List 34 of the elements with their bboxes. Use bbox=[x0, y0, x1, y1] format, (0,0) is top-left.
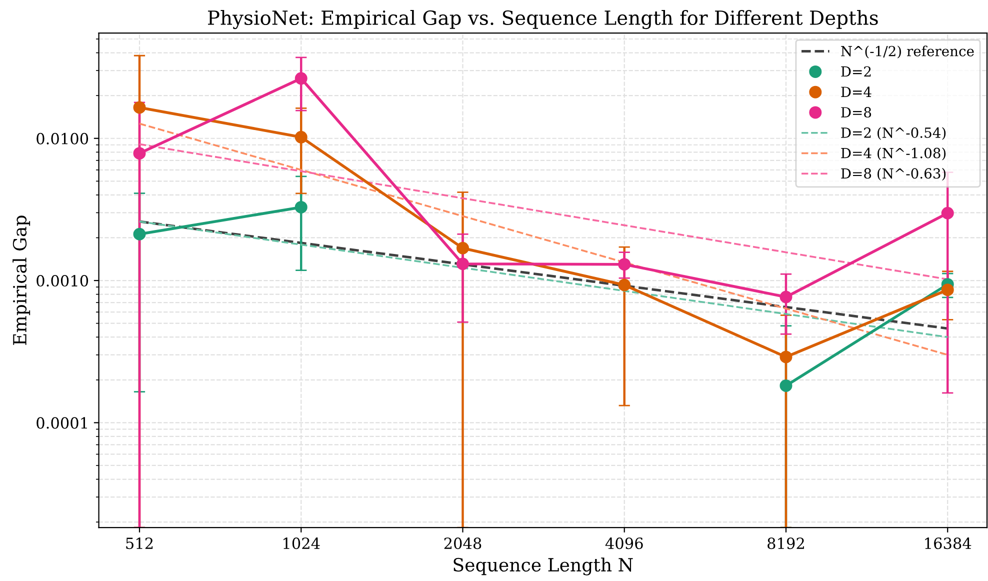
point bbox=[294, 72, 308, 85]
point bbox=[780, 290, 792, 304]
point bbox=[456, 242, 469, 254]
x-tick-label: 8192 bbox=[768, 538, 804, 550]
point bbox=[133, 147, 146, 160]
x-tick-label: 512 bbox=[126, 538, 153, 550]
point bbox=[456, 258, 469, 270]
point bbox=[294, 200, 308, 214]
y-tick-label: 0.0001 bbox=[36, 417, 87, 429]
point bbox=[780, 350, 792, 364]
y-tick-label: 0.0010 bbox=[36, 275, 88, 287]
point bbox=[941, 206, 954, 220]
chart-title: PhysioNet: Empirical Gap vs. Sequence Length for Different Depths bbox=[208, 10, 878, 30]
point bbox=[941, 284, 954, 296]
point bbox=[294, 130, 308, 144]
point bbox=[780, 379, 792, 392]
x-tick-label: 2048 bbox=[444, 538, 482, 550]
legend-label: D=2 (N^-0.54) bbox=[841, 127, 946, 140]
y-axis-title: Empirical Gap bbox=[12, 216, 30, 345]
x-tick-label: 4096 bbox=[605, 538, 643, 550]
legend-label: D=4 (N^-1.08) bbox=[841, 148, 946, 160]
y-tick-label: 0.0100 bbox=[36, 132, 88, 144]
legend-label: D=8 (N^-0.63) bbox=[841, 168, 946, 181]
x-tick-label: 1024 bbox=[284, 538, 320, 550]
x-tick-label: 16384 bbox=[925, 538, 972, 550]
legend-label: N^(-1/2) reference bbox=[841, 46, 974, 58]
point bbox=[133, 101, 146, 114]
point bbox=[618, 278, 631, 292]
legend-label: D=8 bbox=[841, 107, 872, 118]
point bbox=[618, 258, 631, 271]
legend-label: D=2 bbox=[841, 66, 871, 77]
legend-label: D=4 bbox=[841, 86, 872, 97]
x-axis-title: Sequence Length N bbox=[454, 558, 633, 576]
point bbox=[133, 228, 146, 240]
